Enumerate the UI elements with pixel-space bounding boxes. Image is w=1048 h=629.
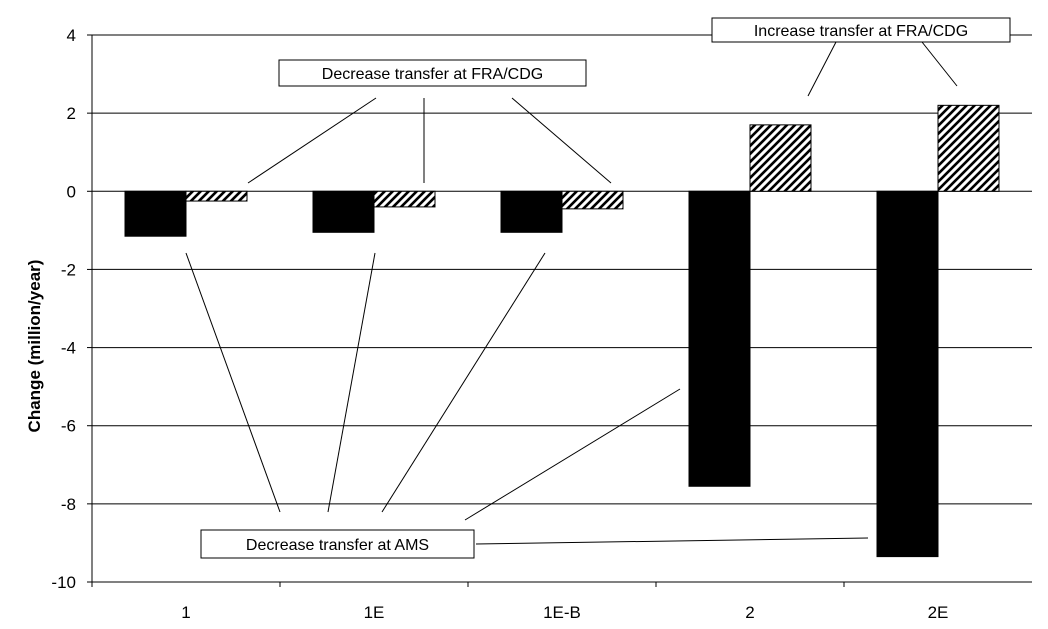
annotation-box-decrease-fra: [278, 59, 587, 87]
y-tick-label: 2: [67, 104, 76, 123]
annotation-leader-line: [327, 252, 376, 513]
annotation-leader-line: [475, 537, 869, 545]
bar-series-1-2E: [876, 190, 939, 558]
annotation-leader-line: [247, 97, 377, 184]
bar-series-1-1E-B: [500, 190, 563, 233]
annotation-leader-line: [381, 252, 546, 513]
annotation-leader-line: [185, 252, 281, 513]
x-tick-label: 1E: [364, 603, 385, 622]
annotation-box-increase-fra: [711, 17, 1011, 43]
annotation-decrease-ams: Decrease transfer at AMS: [246, 537, 429, 554]
y-tick-label: -2: [61, 260, 76, 279]
y-axis-label: Change (million/year): [25, 260, 44, 433]
y-tick-label: 0: [67, 182, 76, 201]
bar-series-2-2: [749, 124, 812, 192]
x-tick-label: 1E-B: [543, 603, 581, 622]
bar-series-1-2: [688, 190, 751, 487]
annotation-leader-line: [511, 97, 612, 184]
annotation-leader-line: [464, 388, 681, 521]
bar-series-2-2E: [937, 104, 1000, 192]
y-tick-label: 4: [67, 26, 76, 45]
x-tick-label: 2E: [928, 603, 949, 622]
y-tick-label: -8: [61, 495, 76, 514]
x-tick-label: 2: [745, 603, 754, 622]
y-tick-label: -10: [51, 573, 76, 592]
annotation-leader-line: [921, 41, 958, 87]
annotation-box-decrease-ams: [200, 529, 475, 559]
annotation-increase-fra: Increase transfer at FRA/CDG: [754, 23, 968, 40]
annotation-decrease-fra: Decrease transfer at FRA/CDG: [322, 66, 543, 83]
bar-series-2-1E-B: [561, 190, 624, 210]
bar-series-2-1E: [373, 190, 436, 208]
y-tick-label: -4: [61, 339, 76, 358]
x-tick-label: 1: [181, 603, 190, 622]
bar-series-2-1: [185, 190, 248, 202]
annotation-leader-line: [807, 41, 837, 97]
bar-series-1-1: [124, 190, 187, 237]
bar-series-1-1E: [312, 190, 375, 233]
y-tick-label: -6: [61, 417, 76, 436]
